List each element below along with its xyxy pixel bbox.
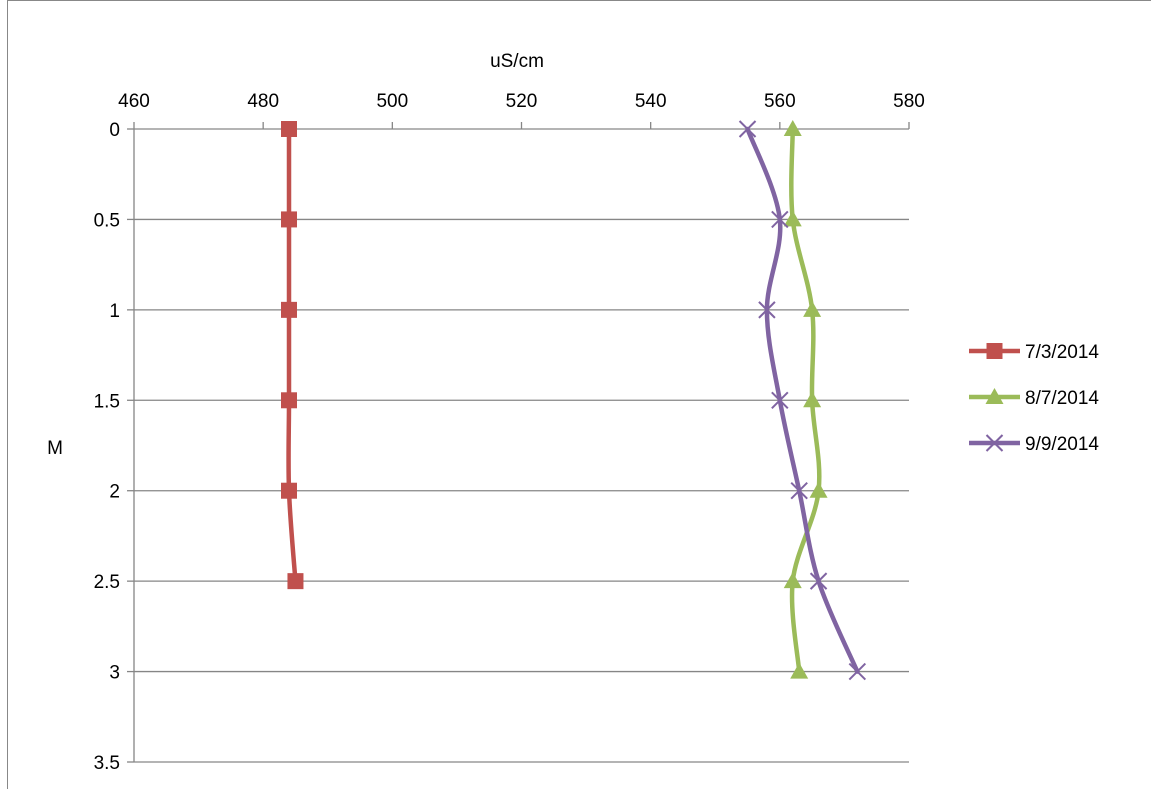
data-point-marker [281, 301, 297, 318]
y-tick-label: 1 [109, 301, 120, 322]
conductivity-depth-chart: 0 0.5 1 1.5 2 2.5 3 3.5 460 480 500 520 540 560 580 uS… [47, 51, 1099, 774]
x-tick-label: 580 [893, 91, 925, 112]
x-tick-label: 500 [376, 91, 408, 112]
marker-stroke [790, 482, 808, 500]
marker-stroke [771, 391, 789, 409]
legend-label: 8/7/2014 [1025, 388, 1099, 409]
data-point-marker [758, 301, 776, 319]
legend-label: 9/9/2014 [1025, 434, 1099, 455]
x-tick-label: 560 [764, 91, 796, 112]
data-point-marker [281, 121, 297, 137]
y-tick-label: 2 [109, 482, 120, 503]
data-point-marker [790, 482, 808, 500]
data-point-marker [281, 482, 297, 499]
marker-stroke [758, 301, 776, 319]
x-tick-label: 520 [506, 91, 538, 112]
legend-label: 7/3/2014 [1025, 342, 1099, 363]
legend-entry: 9/9/2014 [969, 434, 1099, 455]
legend-marker [986, 343, 1003, 359]
data-point-marker [783, 210, 802, 227]
y-tick-label: 0 [109, 120, 120, 141]
data-point-marker [809, 572, 828, 590]
x-tick-label: 460 [118, 91, 150, 112]
axes: 0 0.5 1 1.5 2 2.5 3 3.5 460 480 500 520 540 560 580 [94, 91, 925, 774]
data-point-marker [783, 120, 802, 136]
data-point-marker [771, 210, 789, 229]
marker-stroke [809, 572, 828, 590]
data-point-marker [738, 120, 757, 138]
legend: 7/3/2014 8/7/2014 9/9/2014 [969, 342, 1099, 455]
data-point-marker [803, 300, 822, 317]
data-point-marker [809, 481, 828, 498]
y-tick-label: 2.5 [94, 572, 120, 593]
x-axis-title: uS/cm [490, 51, 544, 72]
y-axis-title: M [47, 438, 63, 459]
y-tick-label: 3 [109, 663, 120, 684]
y-tick-label: 3.5 [94, 753, 120, 774]
marker-stroke [848, 662, 867, 681]
grid-lines [134, 218, 909, 763]
legend-marker [985, 434, 1004, 452]
legend-marker [985, 388, 1004, 404]
x-tick-label: 540 [635, 91, 667, 112]
x-tick-label: 480 [247, 91, 279, 112]
data-point-marker [848, 662, 867, 681]
marker-stroke [738, 120, 757, 138]
data-point-marker [771, 391, 789, 409]
data-point-marker [281, 211, 297, 228]
marker-stroke [771, 210, 789, 229]
legend-entry: 7/3/2014 [969, 342, 1099, 363]
series-line [286, 126, 298, 584]
data-point-marker [803, 391, 822, 408]
marker-stroke [985, 434, 1004, 452]
data-point-marker [790, 662, 809, 679]
chart-frame: 0 0.5 1 1.5 2 2.5 3 3.5 460 480 500 520 540 560 580 uS… [7, 0, 1151, 789]
data-point-marker [287, 573, 304, 590]
legend-entry: 8/7/2014 [969, 388, 1099, 409]
y-tick-label: 0.5 [94, 210, 120, 231]
data-point-marker [281, 392, 297, 409]
data-point-marker [783, 572, 802, 589]
y-tick-label: 1.5 [94, 391, 120, 412]
series-markers [281, 120, 867, 681]
